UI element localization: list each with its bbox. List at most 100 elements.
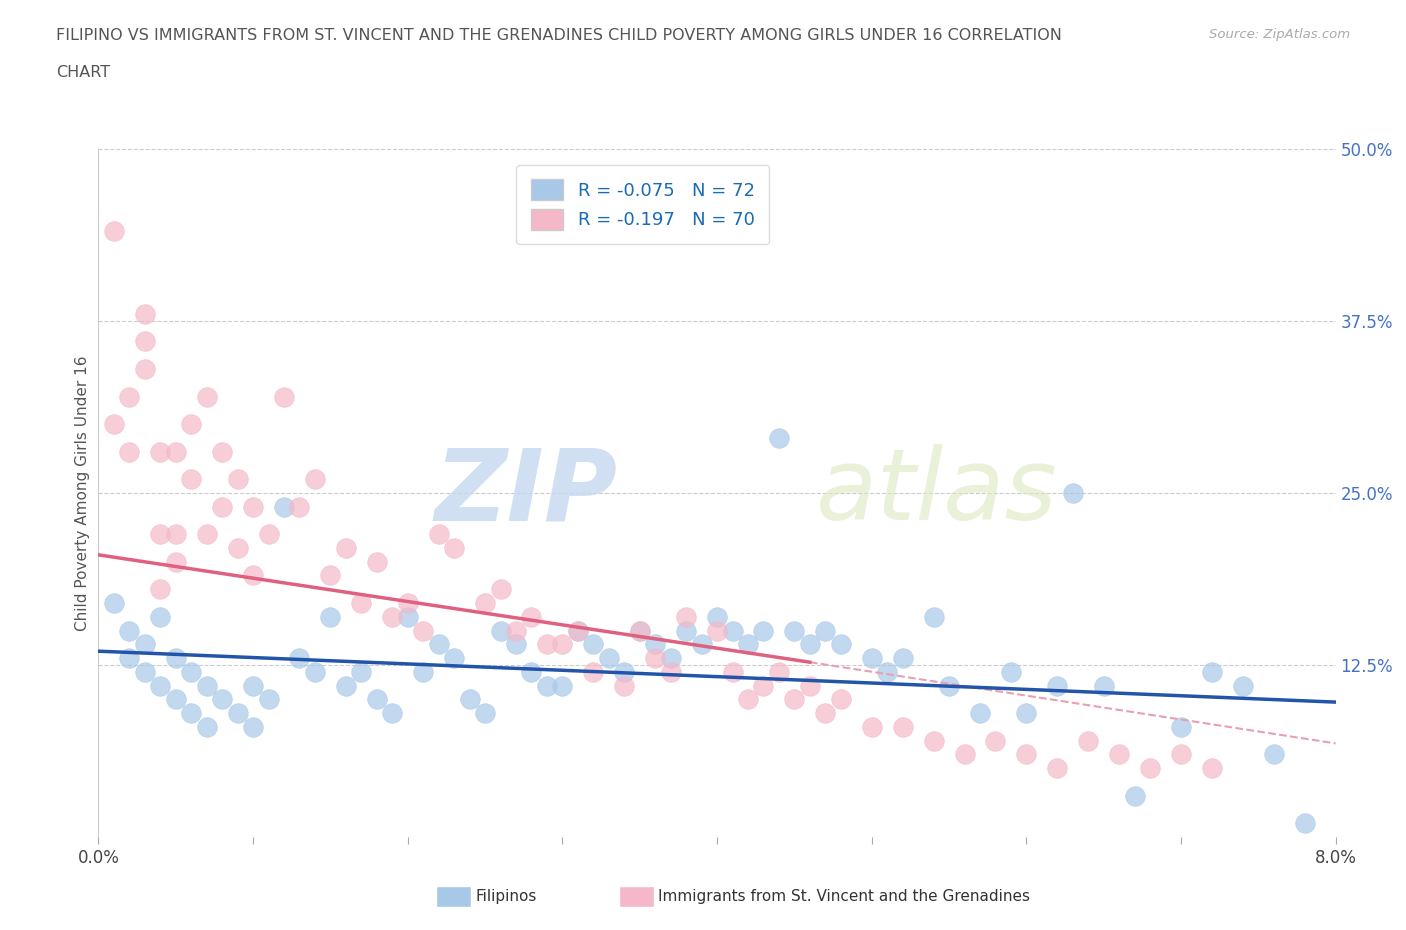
Point <box>628 623 651 638</box>
Point <box>737 637 759 652</box>
Point <box>304 664 326 679</box>
Point <box>706 623 728 638</box>
Point <box>103 417 125 432</box>
Point <box>799 678 821 693</box>
Point <box>922 733 945 748</box>
Point <box>443 651 465 666</box>
Point <box>860 720 883 735</box>
Point <box>350 595 373 610</box>
Point <box>551 637 574 652</box>
Point <box>412 664 434 679</box>
Point <box>165 651 187 666</box>
Point <box>335 540 357 555</box>
Point <box>443 540 465 555</box>
Point <box>690 637 713 652</box>
Point <box>474 595 496 610</box>
Point <box>783 692 806 707</box>
Point <box>242 499 264 514</box>
Point <box>273 499 295 514</box>
Point <box>1092 678 1115 693</box>
Point <box>721 664 744 679</box>
Point <box>195 720 218 735</box>
Point <box>613 678 636 693</box>
Point <box>134 362 156 377</box>
Point <box>165 692 187 707</box>
Point <box>134 307 156 322</box>
Point <box>211 499 233 514</box>
Point <box>242 678 264 693</box>
Point <box>768 431 790 445</box>
Point <box>180 417 202 432</box>
Point <box>1046 761 1069 776</box>
Point <box>149 445 172 459</box>
Point <box>335 678 357 693</box>
Point <box>319 568 342 583</box>
Point <box>659 664 682 679</box>
Point <box>536 637 558 652</box>
Point <box>505 623 527 638</box>
Point <box>381 706 404 721</box>
Point <box>257 526 280 541</box>
Point <box>1000 664 1022 679</box>
Point <box>165 526 187 541</box>
Text: Filipinos: Filipinos <box>475 889 537 904</box>
Point <box>706 609 728 624</box>
Point <box>195 678 218 693</box>
Point <box>1046 678 1069 693</box>
Point <box>598 651 620 666</box>
Point <box>984 733 1007 748</box>
Point <box>381 609 404 624</box>
Point <box>195 526 218 541</box>
Point <box>165 554 187 569</box>
Point <box>149 582 172 597</box>
Text: CHART: CHART <box>56 65 110 80</box>
Point <box>830 692 852 707</box>
Point <box>288 499 311 514</box>
Point <box>1123 789 1146 804</box>
Point <box>211 692 233 707</box>
Point <box>814 623 837 638</box>
Point <box>1015 706 1038 721</box>
Point <box>551 678 574 693</box>
Point <box>644 637 666 652</box>
Point <box>969 706 991 721</box>
Point <box>1201 664 1223 679</box>
Point <box>737 692 759 707</box>
Point <box>103 224 125 239</box>
Point <box>876 664 898 679</box>
Point <box>226 706 249 721</box>
Point <box>180 664 202 679</box>
Point <box>1170 747 1192 762</box>
Point <box>1077 733 1099 748</box>
Point <box>891 651 914 666</box>
Point <box>366 554 388 569</box>
Point <box>180 706 202 721</box>
Point <box>768 664 790 679</box>
Point <box>396 609 419 624</box>
Point <box>257 692 280 707</box>
Legend: R = -0.075   N = 72, R = -0.197   N = 70: R = -0.075 N = 72, R = -0.197 N = 70 <box>516 165 769 245</box>
Point <box>922 609 945 624</box>
Point <box>1139 761 1161 776</box>
Point <box>195 389 218 404</box>
Point <box>644 651 666 666</box>
Point <box>304 472 326 486</box>
Point <box>180 472 202 486</box>
Point <box>149 609 172 624</box>
Point <box>938 678 960 693</box>
Point <box>134 637 156 652</box>
Point <box>118 445 141 459</box>
Point <box>814 706 837 721</box>
Point <box>659 651 682 666</box>
Point <box>783 623 806 638</box>
Point <box>489 623 512 638</box>
Point <box>582 664 605 679</box>
Text: Source: ZipAtlas.com: Source: ZipAtlas.com <box>1209 28 1350 41</box>
Point <box>799 637 821 652</box>
Point <box>118 651 141 666</box>
Point <box>830 637 852 652</box>
Point <box>1232 678 1254 693</box>
Point <box>721 623 744 638</box>
Point <box>489 582 512 597</box>
Point <box>1062 485 1084 500</box>
